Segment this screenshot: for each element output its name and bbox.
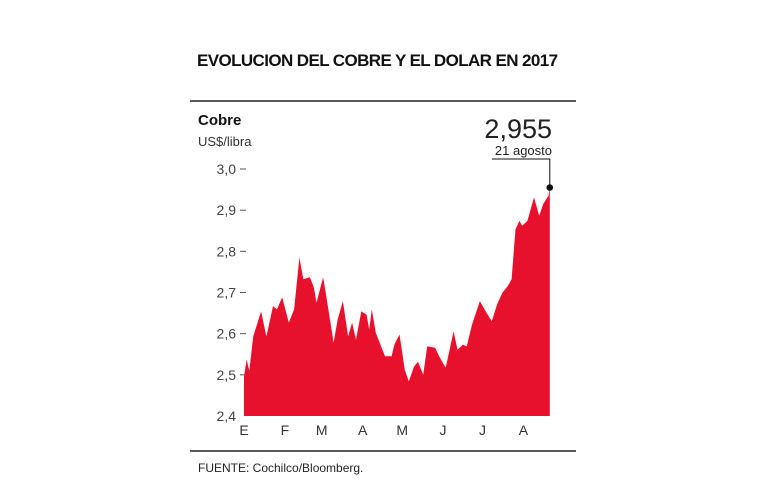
peak-marker [546, 184, 554, 191]
y-tick-label: 2,4 [217, 408, 237, 424]
y-axis: 3,0 2,9 2,8 2,7 2,6 2,5 2,4 [217, 161, 246, 424]
x-tick-label: M [316, 422, 328, 438]
y-tick-label: 2,7 [217, 285, 237, 301]
peak-date-label: 21 agosto [495, 143, 552, 158]
annotation-leader-line [492, 158, 551, 188]
x-tick-label: M [396, 422, 408, 438]
x-tick-label: J [479, 422, 486, 438]
x-tick-label: J [440, 422, 447, 438]
x-tick-label: A [358, 422, 368, 438]
y-tick-label: 2,9 [217, 202, 237, 218]
y-tick-label: 2,5 [217, 367, 237, 383]
x-tick-label: A [519, 422, 529, 438]
series-label: Cobre [198, 112, 241, 129]
peak-annotation: 2,955 21 agosto [484, 114, 554, 191]
x-tick-label: F [281, 422, 290, 438]
chart-title: EVOLUCION DEL COBRE Y EL DOLAR EN 2017 [197, 51, 558, 70]
copper-price-area [244, 187, 550, 416]
y-tick-label: 2,6 [217, 326, 237, 342]
peak-value-label: 2,955 [484, 114, 552, 144]
source-note: FUENTE: Cochilco/Bloomberg. [198, 461, 363, 475]
x-tick-label: E [239, 422, 248, 438]
y-tick-label: 2,8 [217, 243, 237, 259]
y-tick-label: 3,0 [217, 161, 237, 177]
y-axis-unit: US$/libra [198, 134, 252, 149]
